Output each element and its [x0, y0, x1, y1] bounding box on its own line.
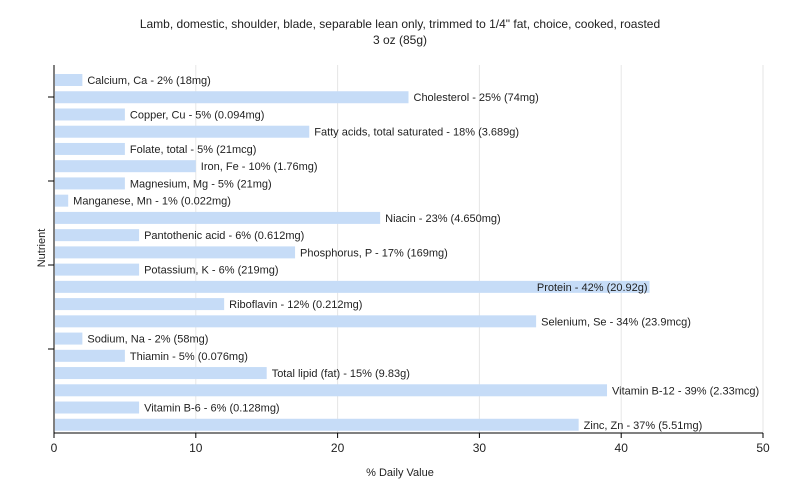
chart-title: Lamb, domestic, shoulder, blade, separab…: [139, 17, 661, 31]
bar: [55, 229, 140, 242]
bar-label: Calcium, Ca - 2% (18mg): [87, 75, 210, 87]
bar-label: Zinc, Zn - 37% (5.51mg): [584, 420, 703, 432]
bar-label: Potassium, K - 6% (219mg): [144, 265, 279, 277]
bar: [55, 91, 409, 104]
x-tick-label: 0: [51, 441, 58, 455]
bar: [55, 418, 579, 431]
y-axis-label: Nutrient: [36, 228, 48, 268]
bar-label: Copper, Cu - 5% (0.094mg): [130, 109, 265, 121]
bar-label: Iron, Fe - 10% (1.76mg): [201, 161, 318, 173]
bar-label: Vitamin B-6 - 6% (0.128mg): [144, 403, 280, 415]
bar-label: Protein - 42% (20.92g): [537, 282, 648, 294]
bar: [55, 74, 83, 86]
bar-label: Cholesterol - 25% (74mg): [414, 92, 539, 104]
x-tick-label: 50: [756, 441, 770, 455]
bar: [55, 177, 125, 190]
bar: [55, 194, 69, 207]
bar-label: Magnesium, Mg - 5% (21mg): [130, 178, 272, 190]
bar-label: Riboflavin - 12% (0.212mg): [229, 299, 362, 311]
x-tick-label: 10: [189, 441, 203, 455]
bar: [55, 349, 125, 362]
bar-label: Phosphorus, P - 17% (169mg): [300, 247, 448, 259]
bar: [55, 160, 196, 173]
bar: [55, 401, 140, 414]
x-tick-label: 30: [473, 441, 487, 455]
bar-label: Fatty acids, total saturated - 18% (3.68…: [314, 127, 519, 139]
bar: [55, 332, 83, 345]
bar: [55, 108, 125, 121]
bar-label: Sodium, Na - 2% (58mg): [87, 334, 208, 346]
bar-label: Thiamin - 5% (0.076mg): [130, 351, 248, 363]
bar: [55, 211, 381, 224]
x-axis-label: % Daily Value: [366, 467, 434, 479]
bar-label: Pantothenic acid - 6% (0.612mg): [144, 230, 304, 242]
chart-subtitle: 3 oz (85g): [372, 33, 428, 47]
bar: [55, 125, 310, 138]
bar-label: Vitamin B-12 - 39% (2.33mcg): [612, 385, 759, 397]
bar: [55, 263, 140, 276]
bar: [55, 367, 267, 380]
x-tick-label: 20: [331, 441, 345, 455]
bar-label: Folate, total - 5% (21mcg): [130, 144, 257, 156]
bar: [55, 298, 225, 311]
bar-label: Niacin - 23% (4.650mg): [385, 213, 501, 225]
bar-label: Manganese, Mn - 1% (0.022mg): [73, 196, 231, 208]
bar-label: Total lipid (fat) - 15% (9.83g): [272, 368, 410, 380]
bar: [55, 315, 537, 328]
bar: [55, 384, 608, 397]
bar: [55, 280, 650, 293]
bar: [55, 246, 296, 259]
bar: [55, 142, 125, 155]
x-tick-label: 40: [615, 441, 629, 455]
bar-label: Selenium, Se - 34% (23.9mcg): [541, 316, 691, 328]
